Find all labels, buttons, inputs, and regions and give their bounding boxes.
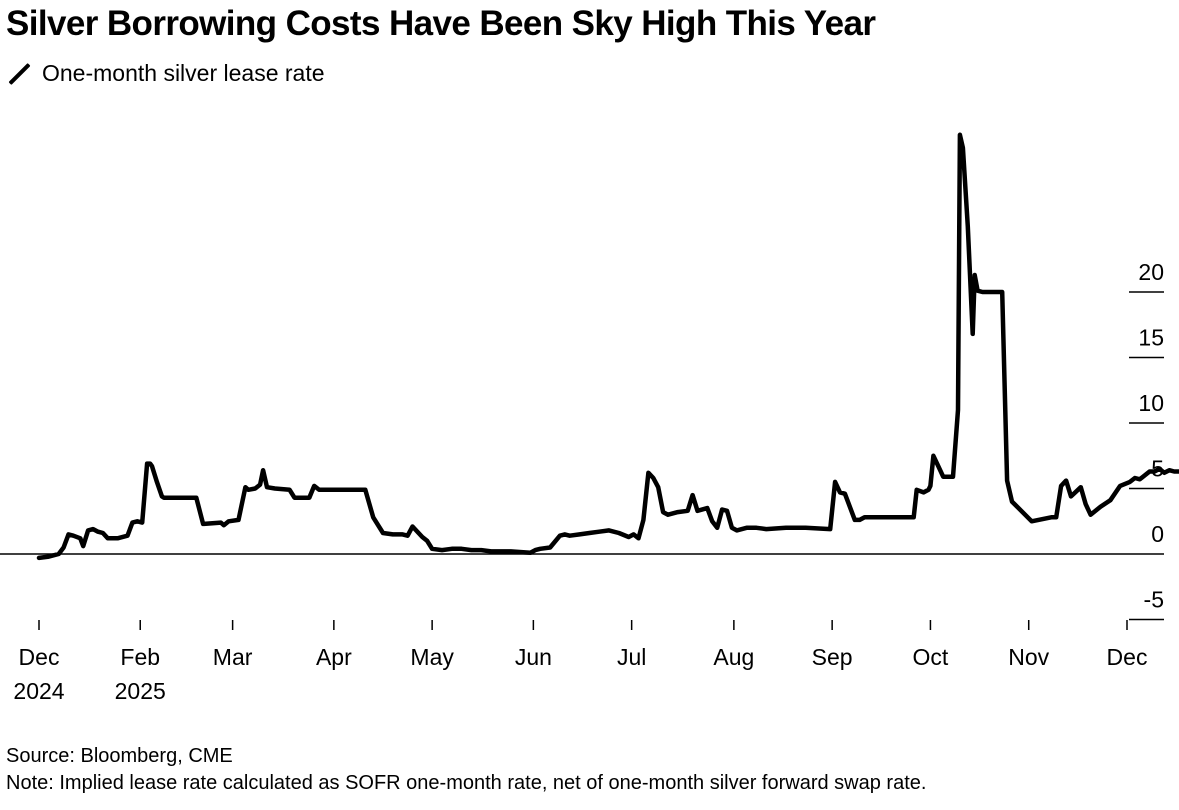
note-text: Note: Implied lease rate calculated as S… — [6, 772, 927, 794]
x-tick-label: Jul — [617, 644, 646, 670]
legend-label: One-month silver lease rate — [42, 60, 325, 86]
source-text: Source: Bloomberg, CME — [6, 745, 233, 767]
y-tick-label: 20 — [1138, 259, 1164, 285]
x-tick-year-label: 2024 — [13, 678, 64, 704]
x-tick-label: Nov — [1008, 644, 1049, 670]
chart-title: Silver Borrowing Costs Have Been Sky Hig… — [6, 4, 876, 43]
x-tick-label: Sep — [812, 644, 853, 670]
x-tick-label: Jun — [515, 644, 552, 670]
x-tick-label: Dec — [19, 644, 60, 670]
y-tick-label: 0 — [1151, 521, 1164, 547]
y-tick-label: -5 — [1144, 587, 1164, 613]
x-tick-label: Oct — [913, 644, 949, 670]
series-line-lease-rate — [36, 132, 1179, 561]
x-tick-label: Aug — [713, 644, 754, 670]
y-tick-label: 10 — [1138, 390, 1164, 416]
x-tick-label: Apr — [316, 644, 352, 670]
x-tick-label: May — [410, 644, 454, 670]
x-tick-label: Dec — [1107, 644, 1148, 670]
x-axis-ticks — [38, 620, 1128, 630]
legend: One-month silver lease rate — [8, 60, 325, 87]
x-tick-label: Feb — [120, 644, 160, 670]
x-axis-labels: Dec 2024 Feb 2025 Mar Apr May Jun Jul Aug Sep Oct No… — [13, 644, 1147, 704]
x-tick-year-label: 2025 — [115, 678, 166, 704]
y-tick-label: 15 — [1138, 325, 1164, 351]
x-tick-label: Mar — [213, 644, 253, 670]
y-axis-ticks — [1129, 291, 1164, 621]
